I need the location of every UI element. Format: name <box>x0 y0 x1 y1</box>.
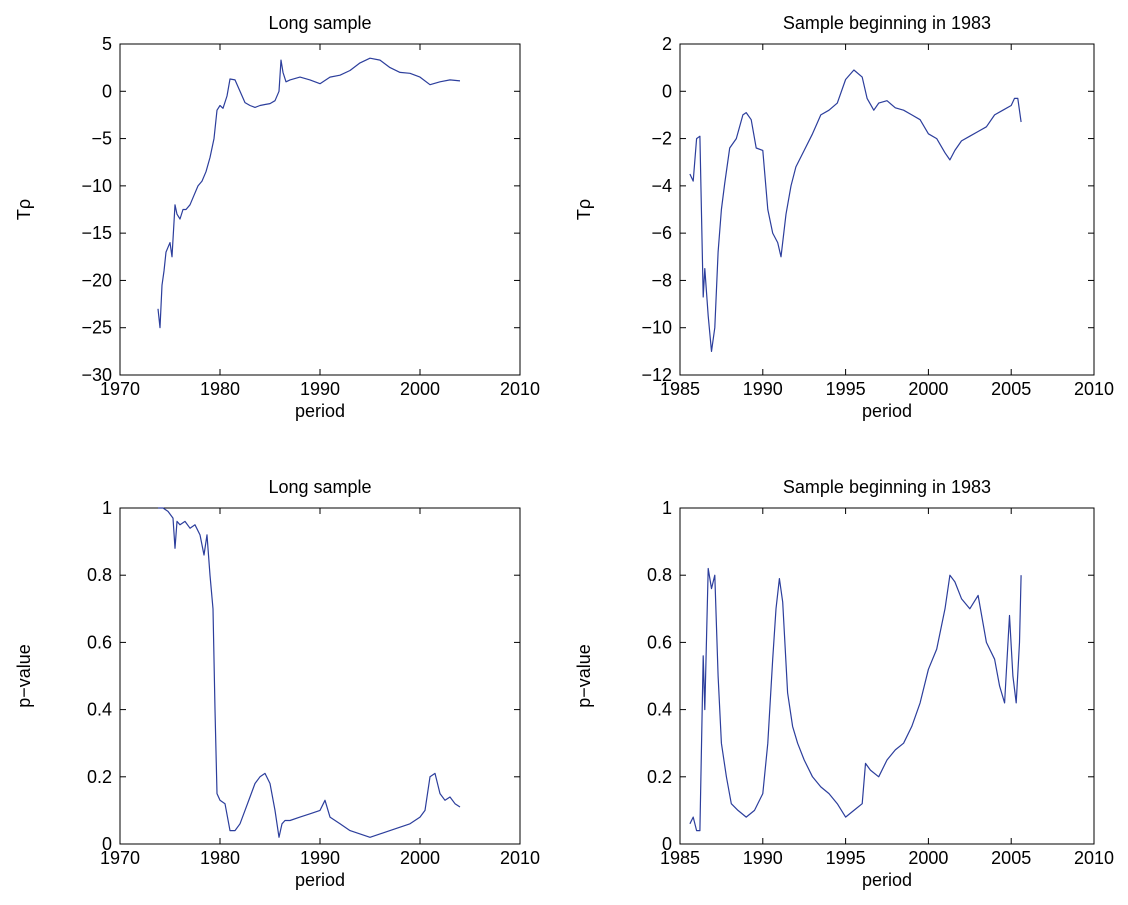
y-tick-label: 0.4 <box>647 700 672 720</box>
y-tick-label: −10 <box>81 176 112 196</box>
y-tick-label: −5 <box>91 129 112 149</box>
y-tick-label: 0 <box>102 81 112 101</box>
y-tick-label: −30 <box>81 365 112 385</box>
chart-title: Sample beginning in 1983 <box>783 13 991 33</box>
x-axis-label: period <box>295 401 345 421</box>
x-tick-label: 1970 <box>100 379 140 399</box>
x-tick-label: 2005 <box>991 379 1031 399</box>
y-tick-label: −4 <box>651 176 672 196</box>
x-tick-label: 1995 <box>826 379 866 399</box>
series-line <box>157 57 461 329</box>
y-tick-label: −8 <box>651 270 672 290</box>
x-axis-label: period <box>295 870 345 890</box>
x-tick-label: 1970 <box>100 848 140 868</box>
y-axis-label: p−value <box>574 644 594 708</box>
y-axis-label: Tρ <box>574 199 594 220</box>
plot-frame <box>119 507 521 845</box>
x-tick-label: 1990 <box>743 379 783 399</box>
x-tick-label: 2000 <box>400 379 440 399</box>
x-tick-label: 1990 <box>743 848 783 868</box>
x-tick-label: 1980 <box>200 379 240 399</box>
plot-frame <box>679 43 1095 376</box>
chart-title: Long sample <box>268 477 371 497</box>
x-tick-label: 1995 <box>826 848 866 868</box>
y-tick-label: 2 <box>662 34 672 54</box>
y-axis-label: p−value <box>14 644 34 708</box>
y-tick-label: 0 <box>102 834 112 854</box>
x-tick-label: 1990 <box>300 848 340 868</box>
x-tick-label: 1980 <box>200 848 240 868</box>
x-tick-label: 1985 <box>660 848 700 868</box>
chart-panel-2: 1985 1990 1995 2000 2005 2010 2 0 −2 −4 −6 −8 −10 −12… <box>574 13 1114 421</box>
y-tick-label: 0.2 <box>647 767 672 787</box>
x-tick-label: 2000 <box>400 848 440 868</box>
plot-frame <box>119 43 521 376</box>
chart-title: Sample beginning in 1983 <box>783 477 991 497</box>
chart-panel-1: 1970 1980 1990 2000 2010 5 0 −5 −10 −15 −20 −25 −30 L… <box>14 13 540 421</box>
y-tick-label: −15 <box>81 223 112 243</box>
y-tick-label: 0.2 <box>87 767 112 787</box>
y-tick-label: −20 <box>81 270 112 290</box>
y-tick-label: −25 <box>81 318 112 338</box>
y-tick-label: −6 <box>651 223 672 243</box>
y-tick-label: 0.8 <box>87 565 112 585</box>
x-tick-label: 2010 <box>500 848 540 868</box>
plot-frame <box>679 507 1095 845</box>
x-tick-label: 2010 <box>1074 848 1114 868</box>
x-axis-label: period <box>862 870 912 890</box>
x-tick-label: 2010 <box>1074 379 1114 399</box>
series-line <box>689 567 1022 832</box>
series-line <box>689 69 1022 352</box>
x-tick-label: 2000 <box>908 848 948 868</box>
y-tick-label: 0 <box>662 81 672 101</box>
x-tick-label: 2000 <box>908 379 948 399</box>
y-tick-label: 0.6 <box>647 632 672 652</box>
y-tick-label: −2 <box>651 129 672 149</box>
chart-panel-3: 1970 1980 1990 2000 2010 1 0.8 0.6 0.4 0.2 0 Long s… <box>14 477 540 890</box>
x-axis-label: period <box>862 401 912 421</box>
y-tick-label: 0.4 <box>87 700 112 720</box>
x-tick-label: 1990 <box>300 379 340 399</box>
y-tick-label: 0 <box>662 834 672 854</box>
y-tick-label: −10 <box>641 318 672 338</box>
chart-panel-4: 1985 1990 1995 2000 2005 2010 1 0.8 0.6 0.4 0.2 0 Sa… <box>574 477 1114 890</box>
y-tick-label: 0.6 <box>87 632 112 652</box>
x-tick-label: 2005 <box>991 848 1031 868</box>
y-tick-label: −12 <box>641 365 672 385</box>
y-axis-label: Tρ <box>14 199 34 220</box>
y-tick-label: 1 <box>662 498 672 518</box>
y-tick-label: 1 <box>102 498 112 518</box>
x-tick-label: 1985 <box>660 379 700 399</box>
series-line <box>158 507 461 838</box>
y-tick-label: 0.8 <box>647 565 672 585</box>
chart-title: Long sample <box>268 13 371 33</box>
x-tick-label: 2010 <box>500 379 540 399</box>
y-tick-label: 5 <box>102 34 112 54</box>
